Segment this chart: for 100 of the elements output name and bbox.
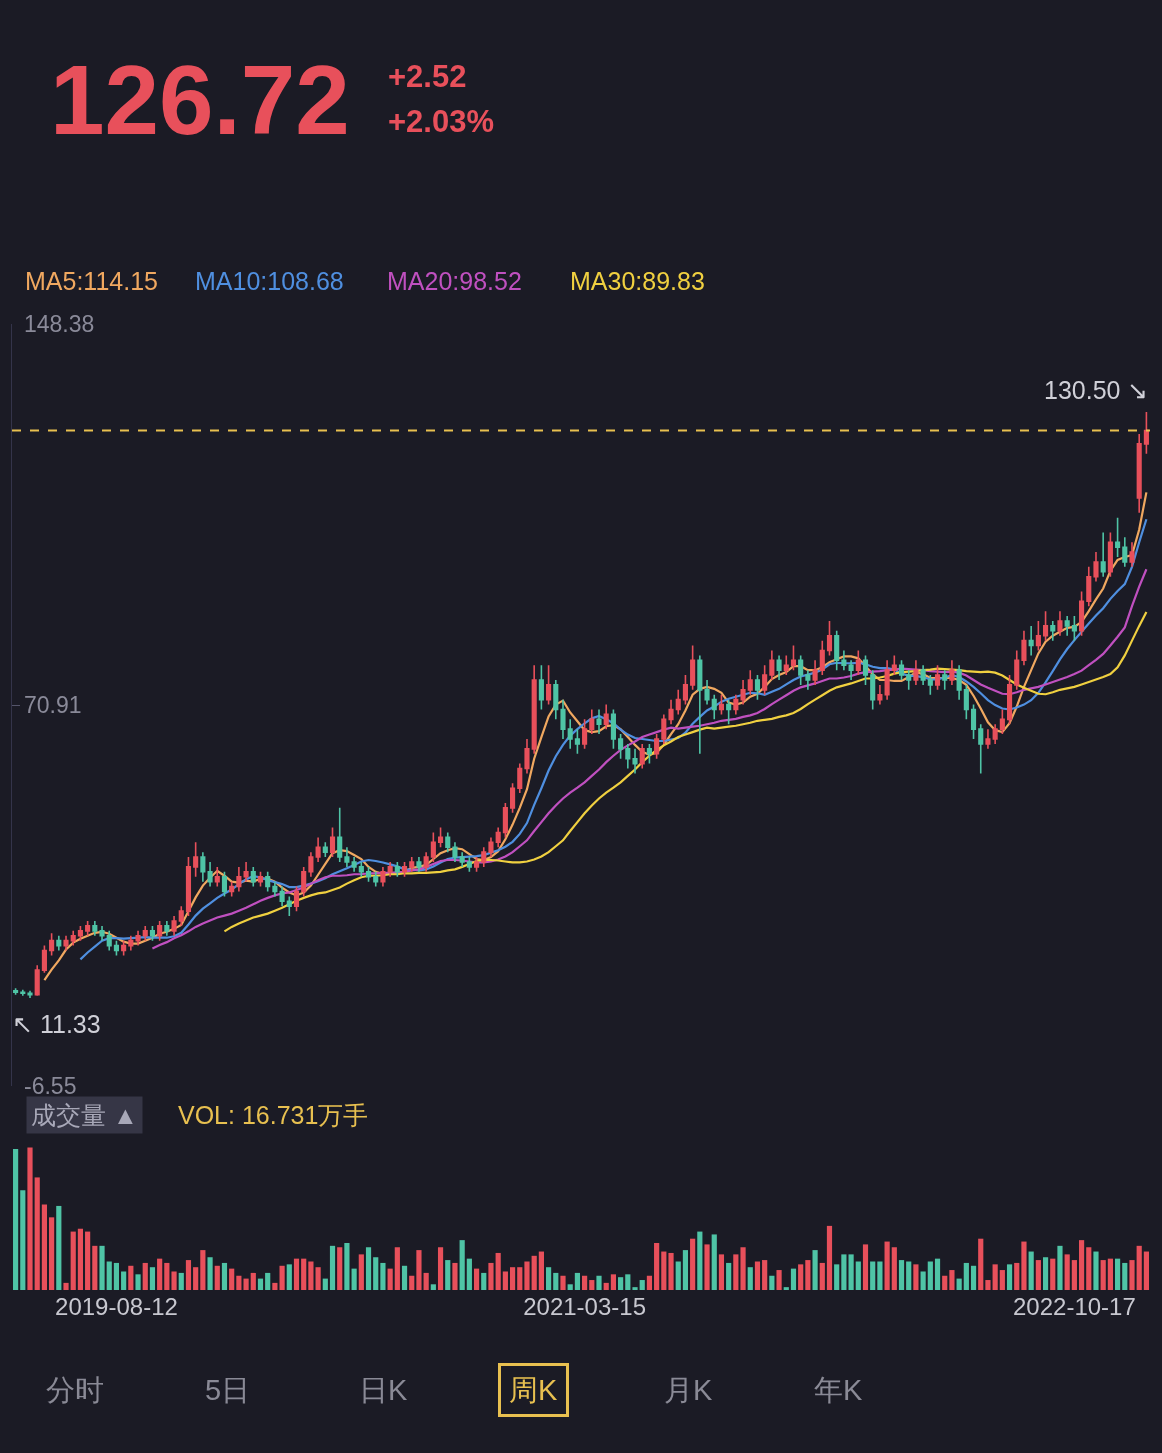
candlestick (142, 925, 148, 942)
candlestick (423, 851, 429, 873)
bar (423, 1272, 429, 1290)
bar (704, 1244, 710, 1290)
bar (329, 1245, 336, 1290)
bar (1042, 1257, 1049, 1290)
line-series (151, 568, 1148, 950)
text: 周K (509, 1374, 558, 1406)
bar (250, 1272, 256, 1290)
text: MA5:114.15 (25, 267, 158, 295)
bar (92, 1245, 98, 1290)
candlestick (56, 934, 62, 952)
candlestick (956, 664, 962, 701)
candlestick (1129, 541, 1135, 568)
bar (34, 1177, 40, 1290)
candlestick (603, 703, 609, 730)
bar (1122, 1262, 1128, 1290)
bar (178, 1272, 184, 1290)
candlestick (661, 713, 667, 745)
candlestick (49, 932, 55, 957)
bar (963, 1262, 969, 1290)
bar (589, 1280, 595, 1290)
candlestick (1071, 615, 1077, 642)
candlestick (819, 639, 825, 676)
bar (790, 1268, 797, 1290)
bar (387, 1268, 393, 1290)
bar (236, 1275, 242, 1290)
bar (279, 1265, 285, 1290)
candlestick (906, 669, 912, 691)
bar (985, 1280, 991, 1290)
bar (1021, 1241, 1027, 1290)
bar (639, 1280, 645, 1290)
bar (920, 1271, 926, 1290)
bar (690, 1238, 696, 1290)
x-tick-label: 2022-10-17 (1012, 1293, 1136, 1320)
bar (286, 1264, 292, 1290)
candlestick (178, 905, 184, 927)
bar (870, 1261, 876, 1290)
candlestick (675, 689, 681, 716)
bar (509, 1267, 516, 1290)
candlestick (459, 851, 465, 868)
candlestick (934, 664, 941, 691)
candlestick (1115, 516, 1121, 558)
bar (49, 1217, 55, 1290)
bar (409, 1275, 415, 1290)
bar (618, 1277, 624, 1290)
bar (1071, 1260, 1077, 1290)
bar (466, 1258, 472, 1290)
candlestick (783, 654, 789, 676)
candlestick (430, 831, 436, 863)
bar (344, 1242, 350, 1290)
candlestick (286, 895, 292, 917)
candlestick (898, 659, 905, 681)
bar (747, 1267, 753, 1290)
bar (1136, 1245, 1142, 1290)
candlestick (34, 964, 40, 997)
candlestick (776, 654, 782, 681)
bar (13, 1148, 19, 1290)
bar (596, 1275, 602, 1290)
bar (272, 1282, 278, 1290)
bar (1057, 1245, 1063, 1290)
text: VOL: 16.731万手 (178, 1101, 369, 1129)
bar (956, 1278, 962, 1290)
candlestick (106, 930, 112, 952)
candlestick (394, 861, 400, 878)
y-tick-label: -6.55 (24, 1073, 77, 1099)
bar (711, 1234, 717, 1290)
bar (257, 1278, 264, 1290)
candlestick (913, 659, 919, 686)
bar (884, 1241, 890, 1290)
text: 5日 (205, 1374, 251, 1406)
bar (812, 1250, 818, 1290)
bar (113, 1262, 120, 1290)
bar (553, 1272, 559, 1290)
bar (819, 1262, 825, 1290)
bar (675, 1261, 681, 1290)
bar (157, 1258, 163, 1290)
bar (1006, 1264, 1013, 1290)
bar (891, 1247, 897, 1290)
bar (898, 1260, 905, 1290)
bar (85, 1231, 91, 1290)
bar (574, 1272, 580, 1290)
candlestick (927, 674, 933, 696)
bar (697, 1231, 703, 1290)
bar (70, 1231, 76, 1290)
candlestick (682, 674, 688, 706)
candlestick (1122, 536, 1128, 568)
candlestick (1006, 674, 1013, 726)
candlestick (1028, 625, 1034, 657)
bar (337, 1247, 343, 1290)
candlestick (113, 939, 119, 957)
candlestick (610, 708, 616, 750)
candlestick (236, 866, 242, 893)
candlestick (85, 920, 91, 937)
bar (740, 1247, 746, 1290)
candlestick (301, 866, 307, 898)
candlestick (985, 728, 991, 750)
candlestick (531, 664, 537, 755)
candlestick (128, 934, 134, 952)
bar (135, 1274, 141, 1290)
